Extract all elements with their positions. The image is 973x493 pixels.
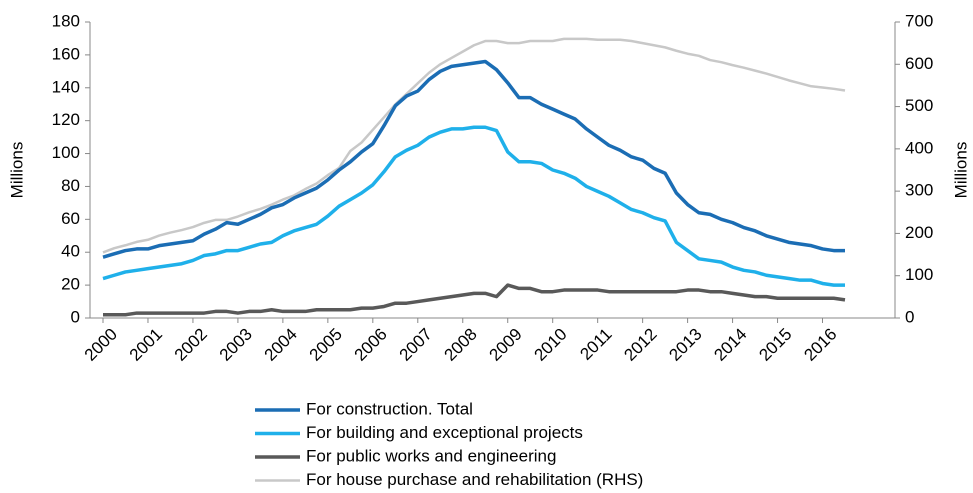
y2-tick-label: 300 <box>905 181 933 200</box>
x-tick-label: 2012 <box>620 325 660 365</box>
y2-tick-label: 700 <box>905 11 933 30</box>
x-tick-label: 2011 <box>576 325 615 364</box>
x-tick-label: 2005 <box>306 325 346 365</box>
y2-tick-label: 0 <box>905 307 914 326</box>
x-tick-label: 2008 <box>441 325 481 365</box>
legend-label: For public works and engineering <box>306 446 556 465</box>
y-tick-label: 160 <box>52 44 80 63</box>
y-tick-label: 100 <box>52 143 80 162</box>
x-tick-label: 2001 <box>126 325 166 365</box>
y2-axis-label: Millions <box>951 142 970 199</box>
y-tick-label: 120 <box>52 110 80 129</box>
y-axis-label: Millions <box>7 142 26 199</box>
y2-tick-label: 500 <box>905 96 933 115</box>
y-tick-label: 40 <box>61 242 80 261</box>
x-tick-label: 2002 <box>171 325 211 365</box>
x-tick-label: 2009 <box>486 325 526 365</box>
y2-tick-label: 100 <box>905 265 933 284</box>
y-tick-label: 140 <box>52 77 80 96</box>
x-tick-label: 2014 <box>710 325 750 365</box>
line-series <box>103 283 846 317</box>
x-tick-label: 2010 <box>531 325 571 365</box>
x-tick-label: 2015 <box>755 325 795 365</box>
x-tick-label: 2003 <box>216 325 256 365</box>
x-tick-label: 2006 <box>351 325 391 365</box>
y2-tick-label: 200 <box>905 223 933 242</box>
legend-label: For house purchase and rehabilitation (R… <box>306 470 643 489</box>
legend-label: For construction. Total <box>306 399 473 418</box>
y-tick-label: 80 <box>61 176 80 195</box>
line-series <box>102 125 845 287</box>
line-series <box>102 59 845 259</box>
legend-label: For building and exceptional projects <box>306 423 583 442</box>
x-tick-label: 2016 <box>800 325 840 365</box>
x-tick-label: 2007 <box>396 325 436 365</box>
y-tick-label: 20 <box>61 275 80 294</box>
y-tick-label: 0 <box>71 307 80 326</box>
y-tick-label: 60 <box>61 209 80 228</box>
x-tick-label: 2004 <box>261 325 301 365</box>
line-series <box>102 37 846 254</box>
y2-tick-label: 600 <box>905 54 933 73</box>
y-tick-label: 180 <box>52 11 80 30</box>
x-tick-label: 2013 <box>665 325 705 365</box>
y2-tick-label: 400 <box>905 138 933 157</box>
x-tick-label: 2000 <box>81 325 121 365</box>
